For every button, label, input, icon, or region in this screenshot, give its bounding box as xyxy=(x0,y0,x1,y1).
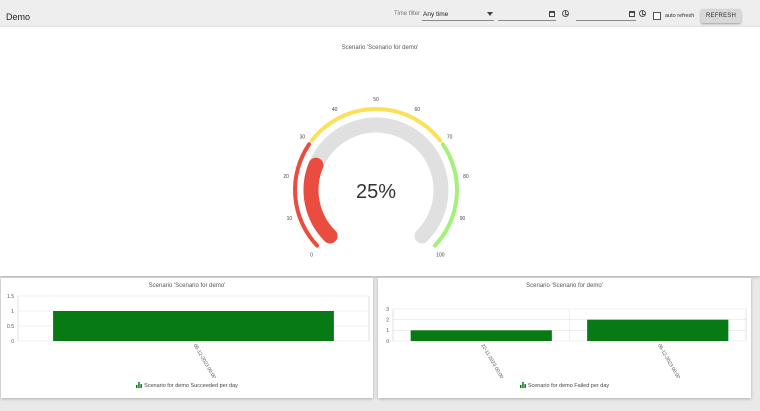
failed-chart-title: Scenario 'Scenario for demo' xyxy=(526,283,603,289)
y-tick-label: 1 xyxy=(11,309,14,315)
auto-refresh-checkbox[interactable] xyxy=(653,12,661,20)
auto-refresh-label: auto refresh xyxy=(665,13,695,19)
gauge-tick-label: 60 xyxy=(415,107,421,113)
gauge-title: Scenario 'Scenario for demo' xyxy=(341,45,419,51)
refresh-button[interactable]: REFRESH xyxy=(701,9,741,23)
y-tick-label: 1 xyxy=(386,328,389,334)
date-to-input[interactable] xyxy=(576,8,636,21)
succeeded-legend[interactable]: Scenario for demo Succeeded per day xyxy=(1,382,373,389)
failed-bar-chart: 0 1 2 3 22-11-2023 00:00 06-12-2023 00:00 xyxy=(386,307,747,380)
succeeded-legend-label: Scenario for demo Succeeded per day xyxy=(144,383,238,389)
chevron-down-icon xyxy=(487,12,493,16)
gauge-tick-label: 50 xyxy=(373,97,379,103)
failed-legend[interactable]: Scenario for demo Failed per day xyxy=(378,382,751,389)
gauge-tick-label: 80 xyxy=(463,174,469,180)
top-bar: Demo Time filter Any time auto refresh R… xyxy=(0,0,760,27)
time-filter-select[interactable]: Any time xyxy=(422,8,494,21)
gauge-band-1 xyxy=(309,107,443,143)
x-tick-label: 06-12-2023 00:00 xyxy=(656,343,681,378)
date-from-input[interactable] xyxy=(498,8,556,21)
clock-icon[interactable] xyxy=(562,10,569,17)
y-tick-label: 0 xyxy=(11,339,14,345)
x-tick-label: 06-12-2023 00:00 xyxy=(192,343,217,378)
gauge-card: Scenario 'Scenario for demo' 0 10 20 30 40 50… xyxy=(0,27,760,276)
time-filter-label: Time filter xyxy=(394,11,421,17)
x-tick-label: 22-11-2023 00:00 xyxy=(480,343,505,378)
bar-chart-icon xyxy=(136,382,142,388)
bar xyxy=(53,311,334,341)
gauge-value-label: 25% xyxy=(356,181,396,203)
bar-chart-icon xyxy=(519,382,526,388)
gauge-tick-label: 10 xyxy=(287,216,293,222)
gauge-tick-label: 30 xyxy=(300,135,306,141)
y-tick-label: 3 xyxy=(386,307,389,313)
failed-chart-card: Scenario 'Scenario for demo' 0 1 2 3 22-11-2… xyxy=(378,278,751,398)
gauge-value-arc xyxy=(303,157,338,244)
bar xyxy=(410,330,552,341)
gauge-chart: 0 10 20 30 40 50 60 70 80 90 100 25% xyxy=(283,97,469,258)
gauge-tick-label: 20 xyxy=(283,174,289,180)
y-tick-label: 1.5 xyxy=(7,294,14,300)
y-tick-label: 0.5 xyxy=(7,324,14,330)
gauge-tick-label: 40 xyxy=(332,107,338,113)
gauge-tick-label: 0 xyxy=(310,252,313,258)
gauge-band-2 xyxy=(432,142,459,248)
succeeded-bar-chart: 0 0.5 1 1.5 06-12-2023 00:00 xyxy=(7,294,370,380)
app-title: Demo xyxy=(6,12,31,22)
gauge-tick-label: 100 xyxy=(436,252,445,258)
time-filter-value: Any time xyxy=(423,11,449,18)
gauge-tick-label: 70 xyxy=(447,135,453,141)
gauge-band-0 xyxy=(293,142,320,248)
failed-legend-label: Scenario for demo Failed per day xyxy=(527,383,610,389)
calendar-icon[interactable] xyxy=(629,11,635,17)
clock-icon[interactable] xyxy=(639,10,646,17)
gauge-tick-label: 90 xyxy=(460,216,466,222)
y-tick-label: 2 xyxy=(386,317,389,323)
bar xyxy=(587,319,729,341)
succeeded-chart-card: Scenario 'Scenario for demo' 0 0.5 1 1.5 06-… xyxy=(1,278,373,398)
calendar-icon[interactable] xyxy=(549,11,555,17)
y-tick-label: 0 xyxy=(386,339,389,345)
succeeded-chart-title: Scenario 'Scenario for demo' xyxy=(148,283,226,289)
